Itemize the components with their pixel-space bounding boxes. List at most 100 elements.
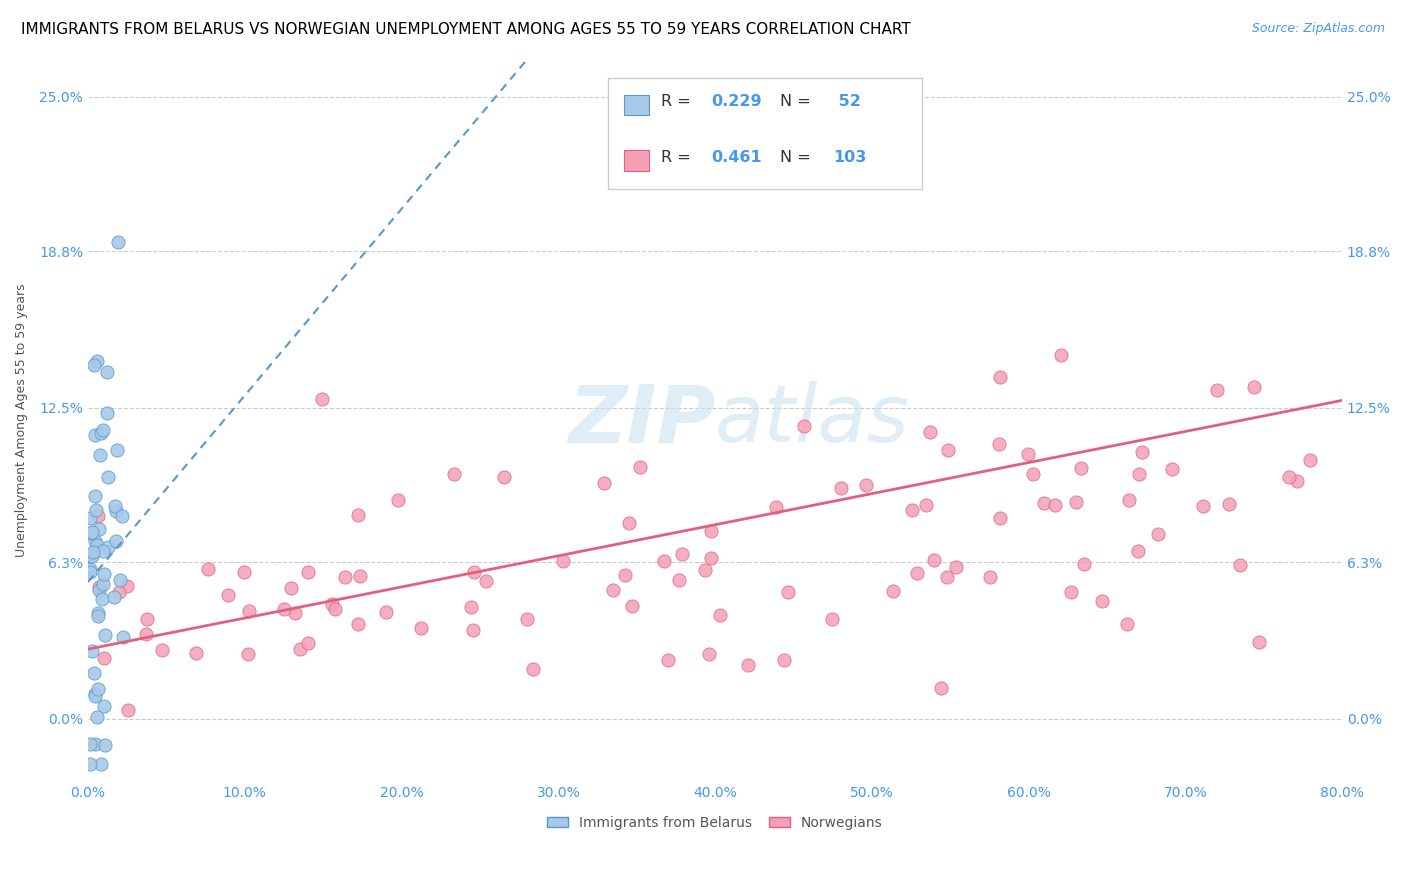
- Point: [91, 592, 114, 607]
- Point: [103, 591, 125, 605]
- Point: [1017, 447, 1039, 461]
- Point: [1278, 470, 1301, 484]
- Point: [347, 508, 370, 522]
- FancyBboxPatch shape: [623, 151, 648, 170]
- Point: [86, 538, 108, 552]
- Point: [988, 511, 1011, 525]
- Point: [936, 570, 959, 584]
- Text: 0.461: 0.461: [711, 150, 762, 165]
- Point: [778, 585, 800, 599]
- Point: [280, 582, 302, 596]
- Point: [922, 552, 945, 566]
- Point: [288, 642, 311, 657]
- Point: [1050, 348, 1073, 362]
- Point: [97, 470, 120, 484]
- Point: [83, 666, 105, 681]
- Point: [83, 358, 105, 372]
- Point: [86, 709, 108, 723]
- Point: [80, 643, 103, 657]
- Point: [602, 583, 624, 598]
- Point: [87, 509, 110, 524]
- Point: [443, 467, 465, 482]
- Point: [1161, 462, 1184, 476]
- Point: [1126, 544, 1149, 558]
- Point: [915, 498, 938, 512]
- Point: [87, 609, 110, 624]
- Point: [84, 737, 107, 751]
- Point: [97, 540, 120, 554]
- Point: [86, 354, 108, 368]
- Point: [311, 392, 333, 406]
- Point: [80, 549, 103, 563]
- Point: [91, 423, 114, 437]
- Point: [297, 636, 319, 650]
- Point: [945, 560, 967, 574]
- Point: [93, 650, 115, 665]
- Point: [671, 547, 693, 561]
- Point: [84, 689, 107, 703]
- FancyBboxPatch shape: [623, 95, 648, 115]
- Point: [105, 504, 128, 518]
- Point: [87, 582, 110, 597]
- Point: [463, 566, 485, 580]
- Text: Source: ZipAtlas.com: Source: ZipAtlas.com: [1251, 22, 1385, 36]
- Point: [79, 737, 101, 751]
- Point: [96, 365, 118, 379]
- Point: [516, 612, 538, 626]
- Point: [105, 534, 128, 549]
- Point: [882, 583, 904, 598]
- Point: [217, 589, 239, 603]
- Point: [1286, 474, 1309, 488]
- Point: [387, 493, 409, 508]
- Point: [87, 522, 110, 536]
- Point: [855, 478, 877, 492]
- Point: [150, 642, 173, 657]
- Point: [1043, 498, 1066, 512]
- Point: [347, 616, 370, 631]
- Point: [988, 437, 1011, 451]
- Point: [475, 574, 498, 588]
- Point: [108, 573, 131, 587]
- Point: [297, 566, 319, 580]
- Point: [111, 508, 134, 523]
- Point: [238, 604, 260, 618]
- Y-axis label: Unemployment Among Ages 55 to 59 years: Unemployment Among Ages 55 to 59 years: [15, 284, 28, 558]
- Point: [936, 442, 959, 457]
- Point: [375, 605, 398, 619]
- Point: [93, 628, 115, 642]
- Point: [273, 602, 295, 616]
- Point: [737, 657, 759, 672]
- Point: [1243, 380, 1265, 394]
- Text: N =: N =: [780, 95, 815, 109]
- Point: [86, 682, 108, 697]
- Text: N =: N =: [780, 150, 815, 165]
- Text: 0.229: 0.229: [711, 95, 762, 109]
- FancyBboxPatch shape: [609, 78, 922, 189]
- Point: [197, 562, 219, 576]
- Point: [1070, 461, 1092, 475]
- Point: [108, 584, 131, 599]
- Point: [349, 569, 371, 583]
- Point: [82, 545, 104, 559]
- Point: [695, 563, 717, 577]
- Point: [89, 448, 111, 462]
- Point: [1299, 453, 1322, 467]
- Point: [1191, 499, 1213, 513]
- Point: [1218, 497, 1240, 511]
- Point: [1033, 496, 1056, 510]
- Point: [94, 739, 117, 753]
- Point: [700, 524, 723, 538]
- Point: [80, 524, 103, 539]
- Point: [84, 427, 107, 442]
- Point: [79, 562, 101, 576]
- Point: [460, 599, 482, 614]
- Text: ZIP: ZIP: [568, 381, 716, 459]
- Point: [112, 630, 135, 644]
- Point: [135, 626, 157, 640]
- Point: [135, 611, 157, 625]
- Point: [93, 567, 115, 582]
- Point: [1021, 467, 1043, 481]
- Point: [91, 544, 114, 558]
- Text: 103: 103: [832, 150, 866, 165]
- Point: [901, 503, 924, 517]
